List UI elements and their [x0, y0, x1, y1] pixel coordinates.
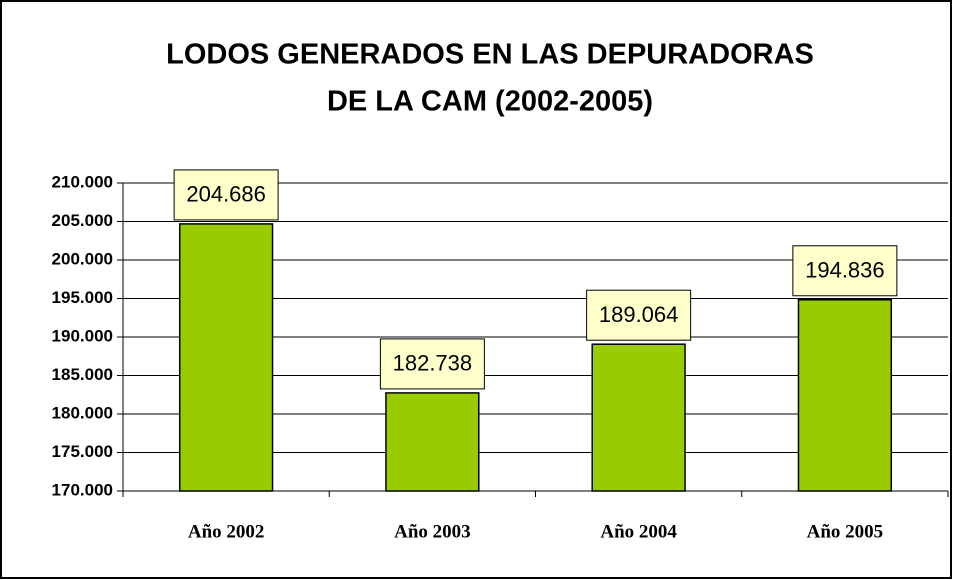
y-tick-label: 185.000	[52, 365, 113, 384]
y-tick-label: 175.000	[52, 442, 113, 461]
value-label: 194.836	[805, 258, 885, 283]
value-label: 189.064	[599, 302, 679, 327]
bar	[591, 343, 686, 492]
x-tick-label: Año 2004	[600, 521, 677, 542]
x-tick-label: Año 2002	[188, 521, 265, 542]
value-label-box	[792, 245, 898, 297]
y-tick-label: 200.000	[52, 249, 113, 268]
chart-title: LODOS GENERADOS EN LAS DEPURADORAS	[166, 39, 814, 71]
bar	[797, 299, 893, 492]
x-tick-label: Año 2003	[394, 521, 471, 542]
chart-title: DE LA CAM (2002-2005)	[327, 86, 653, 118]
y-tick-label: 190.000	[52, 326, 113, 345]
value-label: 204.686	[186, 182, 266, 207]
y-tick-label: 195.000	[52, 288, 113, 307]
y-tick-label: 180.000	[52, 403, 113, 422]
value-label: 182.738	[393, 351, 473, 376]
y-tick-label: 210.000	[52, 172, 113, 191]
bar	[385, 392, 480, 492]
y-tick-label: 170.000	[52, 480, 113, 499]
bar	[178, 223, 274, 492]
x-tick-label: Año 2005	[807, 521, 884, 542]
value-label-box	[173, 169, 279, 221]
value-label-box	[379, 338, 485, 390]
value-label-box	[586, 289, 692, 341]
y-tick-label: 205.000	[52, 211, 113, 230]
